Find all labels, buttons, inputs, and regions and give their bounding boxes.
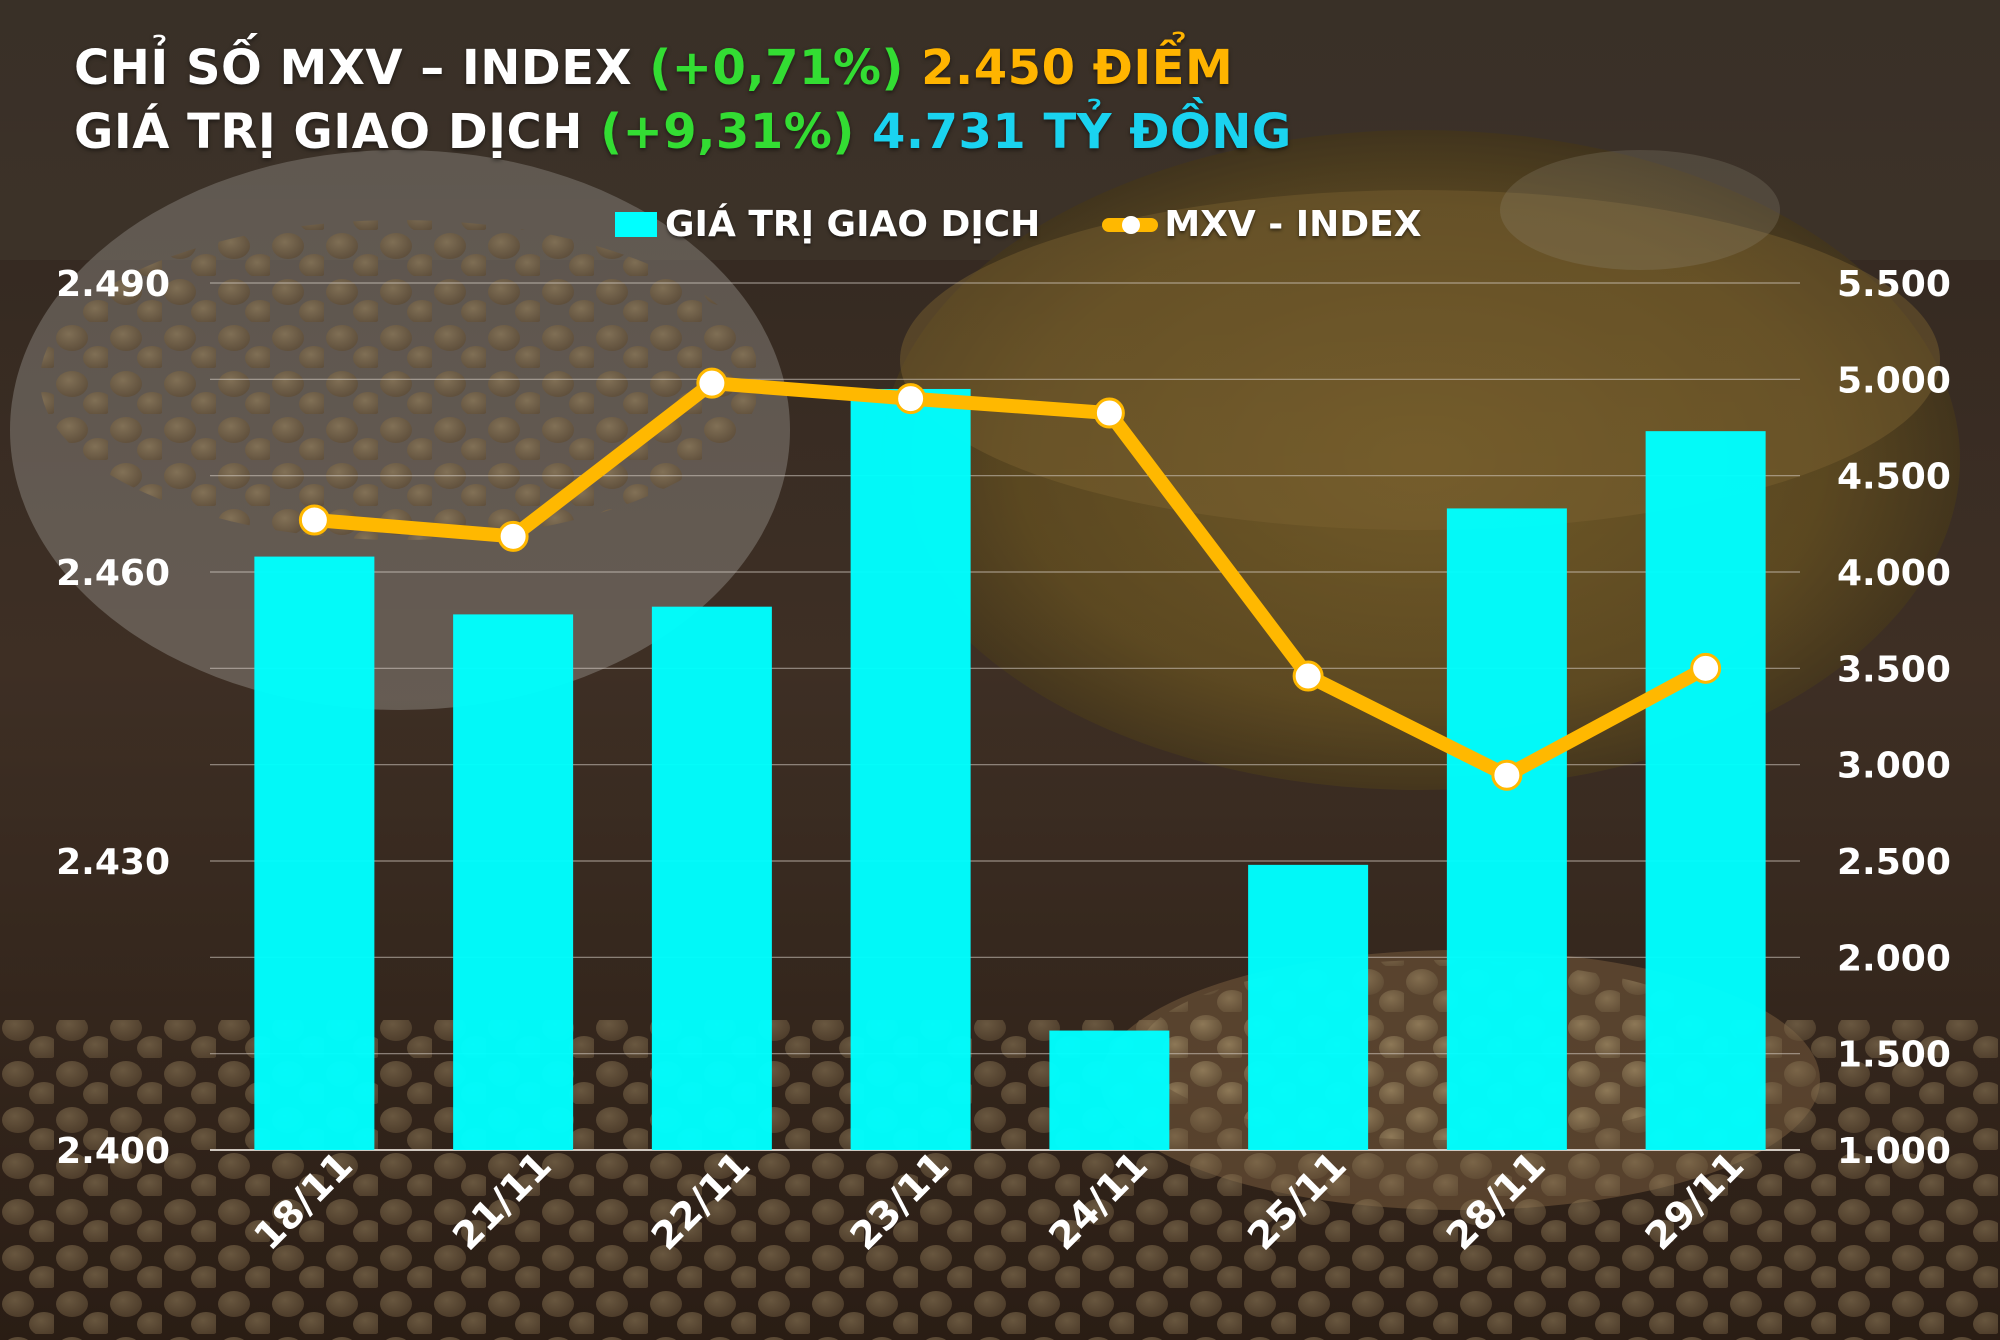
index-line [307, 376, 1713, 783]
bar-22-11 [651, 606, 772, 1150]
y-left-tick-label: 2.490 [56, 264, 170, 305]
y-right-tick-label: 3.000 [1837, 746, 1951, 787]
bar-21-11 [453, 614, 574, 1150]
x-tick-label: 24/11 [1040, 1143, 1156, 1259]
bar-29-11 [1645, 431, 1766, 1151]
legend-label-bar: GIÁ TRỊ GIAO DỊCH [665, 204, 1041, 245]
index-point-21-11 [497, 520, 529, 552]
y-right-tick-label: 2.500 [1837, 842, 1951, 883]
bar-23-11 [850, 388, 971, 1150]
index-point-25-11 [1292, 660, 1324, 692]
line-series [298, 367, 1722, 791]
index-point-24-11 [1093, 397, 1125, 429]
bar-25-11 [1248, 864, 1369, 1150]
bar-series [254, 388, 1766, 1151]
title-index-change: (+0,71%) [649, 40, 904, 96]
y-right-tick-label: 1.500 [1837, 1035, 1951, 1076]
title-index-label: CHỈ SỐ MXV – INDEX [74, 40, 633, 96]
y-right-tick-label: 4.500 [1837, 457, 1951, 498]
y-right-tick-label: 2.000 [1837, 938, 1951, 979]
bar-18-11 [254, 556, 375, 1150]
index-point-18-11 [298, 504, 330, 536]
legend-item-bar: GIÁ TRỊ GIAO DỊCH [615, 204, 1040, 245]
x-tick-label: 23/11 [842, 1143, 958, 1259]
x-tick-label: 28/11 [1438, 1143, 1554, 1259]
x-axis: 18/11 21/11 22/11 23/11 24/11 25/11 28/11 29/11 [245, 1143, 1752, 1259]
x-tick-label: 25/11 [1239, 1143, 1355, 1259]
legend-label-line: MXV - INDEX [1164, 204, 1422, 245]
y-left-tick-label: 2.430 [56, 842, 170, 883]
y-right-tick-label: 1.000 [1837, 1131, 1951, 1172]
chart-title-index: CHỈ SỐ MXV – INDEX (+0,71%) 2.450 ĐIỂM [74, 40, 1233, 96]
x-tick-label: 18/11 [245, 1143, 361, 1259]
y-right-tick-label: 5.500 [1837, 264, 1951, 305]
legend-swatch-bar [615, 212, 657, 237]
index-point-22-11 [696, 367, 728, 399]
y-right-tick-label: 3.500 [1837, 649, 1951, 690]
y-axis-right: 1.000 1.500 2.000 2.500 3.000 3.500 4.000 4.500… [1837, 264, 1951, 1172]
title-trade-value: 4.731 TỶ ĐỒNG [871, 104, 1292, 160]
index-point-23-11 [895, 383, 927, 415]
title-index-value: 2.450 ĐIỂM [921, 40, 1234, 96]
legend-swatch-line [1102, 215, 1159, 234]
x-tick-label: 22/11 [643, 1143, 759, 1259]
x-tick-label: 21/11 [444, 1143, 560, 1259]
x-tick-label: 29/11 [1637, 1143, 1753, 1259]
y-left-tick-label: 2.460 [56, 553, 170, 594]
bar-28-11 [1446, 508, 1567, 1150]
y-right-tick-label: 5.000 [1837, 360, 1951, 401]
legend-swatch-dot [1122, 215, 1141, 234]
y-left-tick-label: 2.400 [56, 1131, 170, 1172]
title-trade-label: GIÁ TRỊ GIAO DỊCH [74, 104, 583, 160]
y-right-tick-label: 4.000 [1837, 553, 1951, 594]
legend-item-line: MXV - INDEX [1040, 204, 1422, 245]
chart-legend: GIÁ TRỊ GIAO DỊCH MXV - INDEX [615, 204, 1422, 245]
index-point-29-11 [1690, 652, 1722, 684]
bar-24-11 [1049, 1030, 1170, 1150]
y-axis-left: 2.400 2.430 2.460 2.490 [56, 264, 170, 1172]
title-trade-change: (+9,31%) [600, 104, 855, 160]
chart-title-trade: GIÁ TRỊ GIAO DỊCH (+9,31%) 4.731 TỶ ĐỒNG [74, 104, 1292, 160]
index-point-28-11 [1491, 759, 1523, 791]
